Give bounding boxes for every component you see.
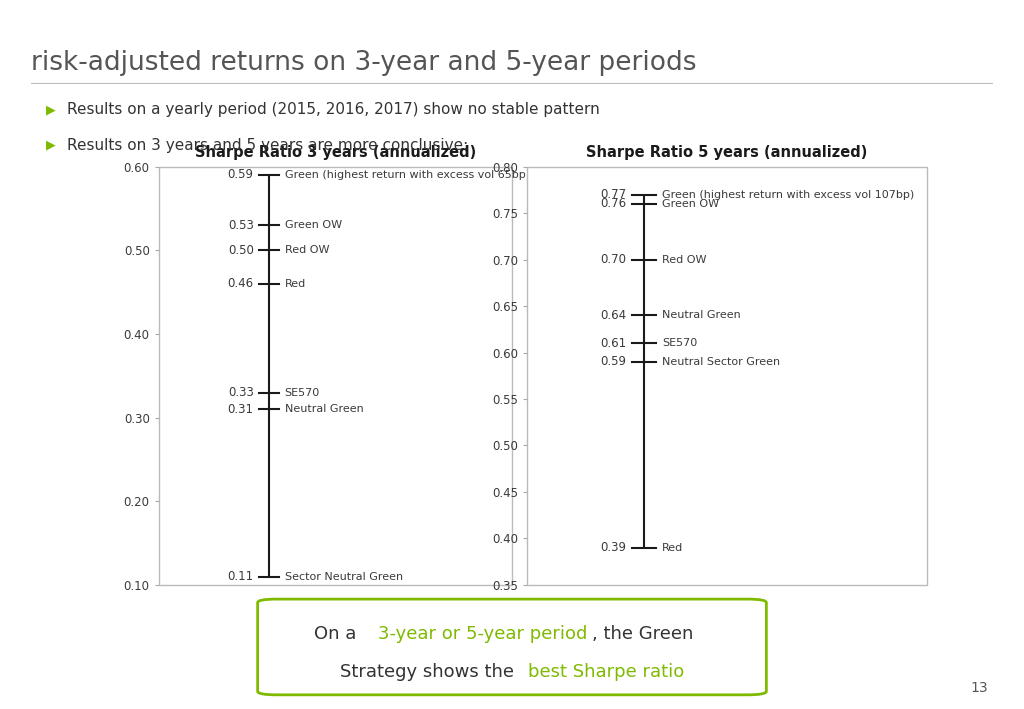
Text: 0.46: 0.46 bbox=[227, 277, 254, 290]
Text: 13: 13 bbox=[971, 681, 988, 695]
Text: Neutral Green: Neutral Green bbox=[285, 404, 364, 414]
Text: Green OW: Green OW bbox=[662, 199, 719, 208]
Text: Strategy shows the: Strategy shows the bbox=[340, 663, 520, 681]
FancyBboxPatch shape bbox=[258, 599, 766, 695]
Text: 0.59: 0.59 bbox=[600, 355, 627, 369]
Text: SE570: SE570 bbox=[285, 388, 319, 398]
Text: risk-adjusted returns on 3-year and 5-year periods: risk-adjusted returns on 3-year and 5-ye… bbox=[31, 50, 696, 76]
Text: Red OW: Red OW bbox=[662, 255, 707, 264]
Text: Red: Red bbox=[662, 543, 683, 553]
Text: Green (highest return with excess vol 107bp): Green (highest return with excess vol 10… bbox=[662, 189, 914, 199]
Text: Green OW: Green OW bbox=[285, 220, 342, 230]
Text: Red: Red bbox=[285, 279, 306, 289]
Text: ▶: ▶ bbox=[46, 104, 55, 116]
Bar bbox=[527, 167, 927, 585]
Text: SE570: SE570 bbox=[662, 338, 697, 348]
Text: 0.53: 0.53 bbox=[227, 218, 254, 232]
Text: Green (highest return with excess vol 65bp): Green (highest return with excess vol 65… bbox=[285, 170, 529, 180]
Text: 0.39: 0.39 bbox=[600, 541, 627, 554]
Text: 0.11: 0.11 bbox=[227, 570, 254, 583]
Text: best Sharpe ratio: best Sharpe ratio bbox=[528, 663, 685, 681]
Text: Results on a yearly period (2015, 2016, 2017) show no stable pattern: Results on a yearly period (2015, 2016, … bbox=[67, 102, 599, 118]
Bar bbox=[159, 167, 512, 585]
Text: 0.64: 0.64 bbox=[600, 309, 627, 322]
Text: Sector Neutral Green: Sector Neutral Green bbox=[285, 571, 402, 581]
Text: Neutral Sector Green: Neutral Sector Green bbox=[662, 357, 780, 367]
Text: 0.33: 0.33 bbox=[227, 386, 254, 399]
Text: 0.77: 0.77 bbox=[600, 188, 627, 201]
Text: Red OW: Red OW bbox=[285, 245, 329, 255]
Text: , the Green: , the Green bbox=[592, 625, 693, 642]
Text: 3-year or 5-year period: 3-year or 5-year period bbox=[378, 625, 587, 642]
Title: Sharpe Ratio 3 years (annualized): Sharpe Ratio 3 years (annualized) bbox=[195, 145, 476, 160]
Text: 0.76: 0.76 bbox=[600, 197, 627, 211]
Text: Neutral Green: Neutral Green bbox=[662, 311, 740, 320]
Title: Sharpe Ratio 5 years (annualized): Sharpe Ratio 5 years (annualized) bbox=[587, 145, 867, 160]
Text: ▶: ▶ bbox=[46, 139, 55, 152]
Text: 0.61: 0.61 bbox=[600, 337, 627, 350]
Text: 0.70: 0.70 bbox=[600, 253, 627, 266]
Text: 0.50: 0.50 bbox=[227, 244, 254, 257]
Text: Results on 3 years and 5 years are more conclusive:: Results on 3 years and 5 years are more … bbox=[67, 138, 468, 153]
Text: 0.59: 0.59 bbox=[227, 169, 254, 182]
Text: On a: On a bbox=[314, 625, 362, 642]
Text: 0.31: 0.31 bbox=[227, 403, 254, 415]
